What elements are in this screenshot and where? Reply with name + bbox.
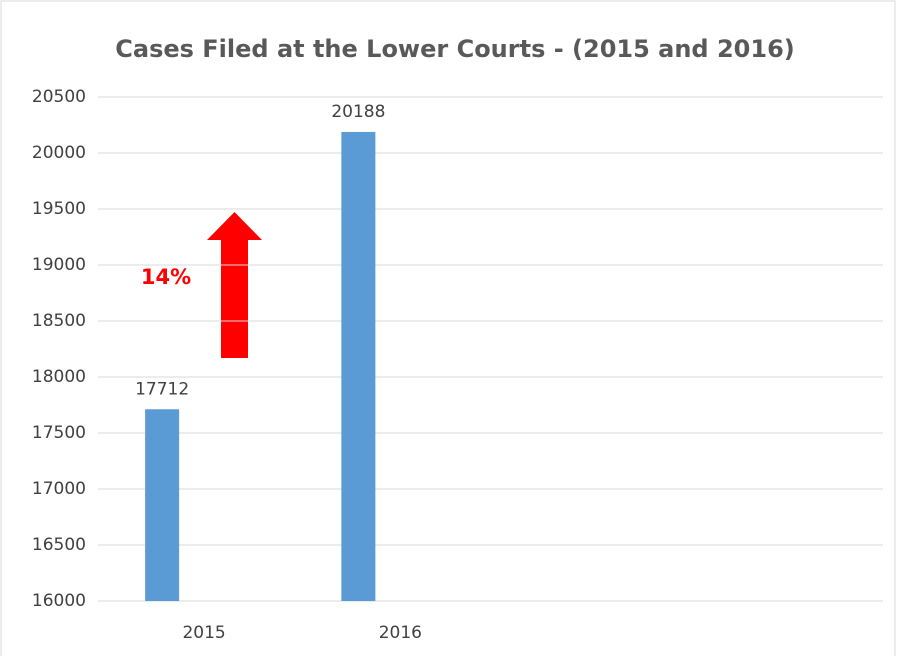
y-tick-label: 18500 [32,311,86,331]
y-tick-label: 20000 [32,143,86,163]
chart-title: Cases Filed at the Lower Courts - (2015 … [115,35,794,63]
value-label: 20188 [331,102,385,122]
y-tick-label: 17500 [32,423,86,443]
value-label: 17712 [135,379,189,399]
arrow [207,212,262,358]
y-tick-label: 20500 [32,87,86,107]
y-tick-label: 16000 [32,591,86,611]
x-tick-label: 2016 [379,623,422,643]
y-tick-label: 19000 [32,255,86,275]
y-tick-label: 18000 [32,367,86,387]
y-tick-label: 16500 [32,535,86,555]
x-tick-label: 2015 [182,623,225,643]
bar [341,131,376,601]
y-tick-label: 19500 [32,199,86,219]
bar [145,409,180,601]
y-tick-label: 17000 [32,479,86,499]
annotation: 14% [141,265,191,289]
